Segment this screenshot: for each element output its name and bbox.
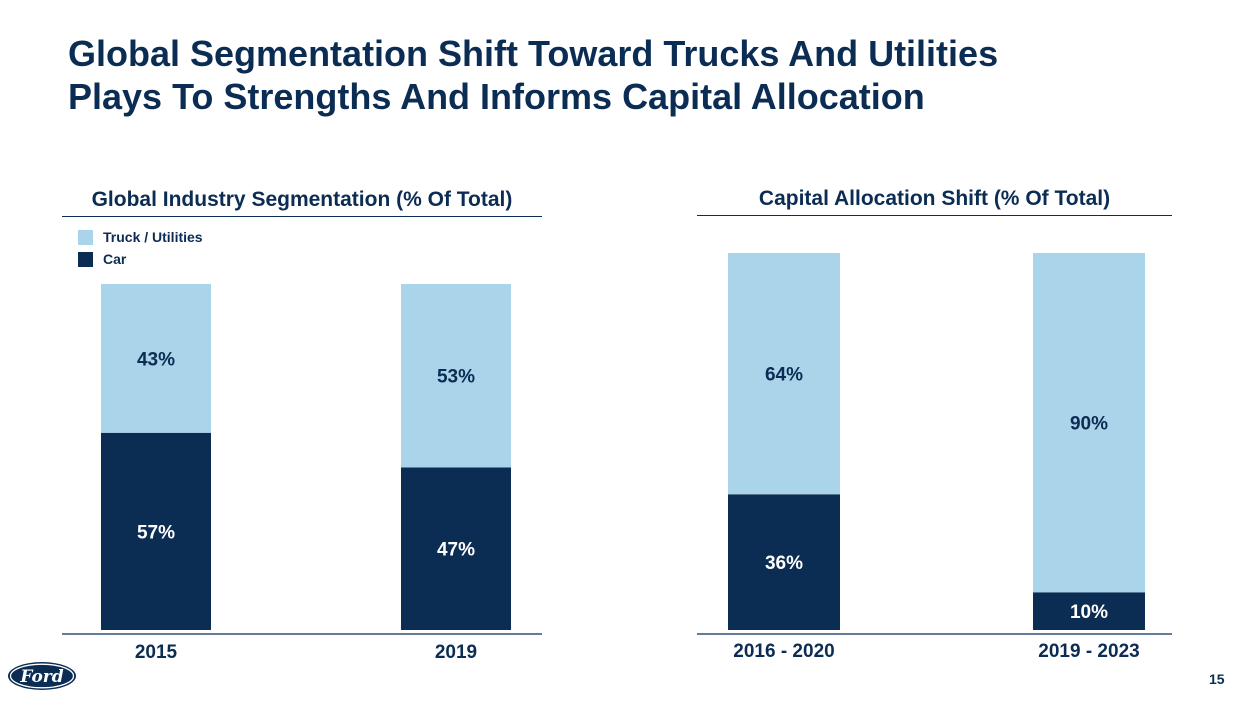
chart-1-label-car-2: 47% [437, 540, 475, 561]
ford-logo: Ford [6, 660, 78, 697]
chart-2-label-car-2: 10% [1070, 602, 1108, 623]
chart-2: 36% 64% 2016 - 2020 10% 90% 2019 - 2023 [697, 253, 1172, 662]
chart-1-bar-truck-2 [401, 284, 511, 468]
chart-1: 57% 43% 2015 47% 53% 2019 [62, 284, 542, 663]
chart-1-title-rule [62, 216, 542, 217]
legend-swatch-car [78, 251, 93, 267]
slide-title-line-1: Global Segmentation Shift Toward Trucks … [68, 33, 999, 74]
legend-label-truck: Truck / Utilities [103, 229, 203, 245]
chart-1-bar-car-1 [101, 432, 211, 630]
chart-1-label-truck-1: 43% [137, 349, 175, 370]
chart-1-label-car-1: 57% [137, 522, 175, 543]
ford-oval-icon: Ford [8, 662, 76, 690]
chart-1-bar-car-2 [401, 467, 511, 630]
slide-title: Global Segmentation Shift Toward Trucks … [68, 32, 1218, 118]
chart-2-bar-car-1 [728, 494, 840, 630]
chart-2-label-car-1: 36% [765, 553, 803, 574]
chart-2-bar-truck-2 [1033, 253, 1145, 593]
chart-2-title: Capital Allocation Shift (% Of Total) [758, 187, 1111, 210]
chart-2-category-label-1: 2016 - 2020 [733, 641, 834, 662]
chart-1-label-truck-2: 53% [437, 367, 475, 388]
legend-item-truck: Truck / Utilities [78, 227, 203, 247]
chart-1-bar-truck-1 [101, 284, 211, 433]
chart-1-category-label-1: 2015 [135, 642, 178, 663]
legend-item-car: Car [78, 249, 203, 269]
chart-2-category-label-2: 2019 - 2023 [1038, 641, 1139, 662]
chart-1-category-label-2: 2019 [435, 642, 477, 663]
slide-title-line-2: Plays To Strengths And Informs Capital A… [68, 76, 925, 117]
chart-1-title: Global Industry Segmentation (% Of Total… [91, 188, 513, 211]
page-number: 15 [1209, 671, 1225, 687]
legend-swatch-truck [78, 229, 93, 245]
chart-2-label-truck-2: 90% [1070, 414, 1108, 435]
chart-2-bar-truck-1 [728, 253, 840, 495]
chart-2-label-truck-1: 64% [765, 365, 803, 386]
ford-logo-text: Ford [19, 667, 63, 687]
chart-2-title-rule [697, 215, 1172, 216]
chart-1-legend: Truck / Utilities Car [78, 227, 203, 271]
legend-label-car: Car [103, 251, 127, 267]
chart-2-bar-car-2 [1033, 592, 1145, 630]
